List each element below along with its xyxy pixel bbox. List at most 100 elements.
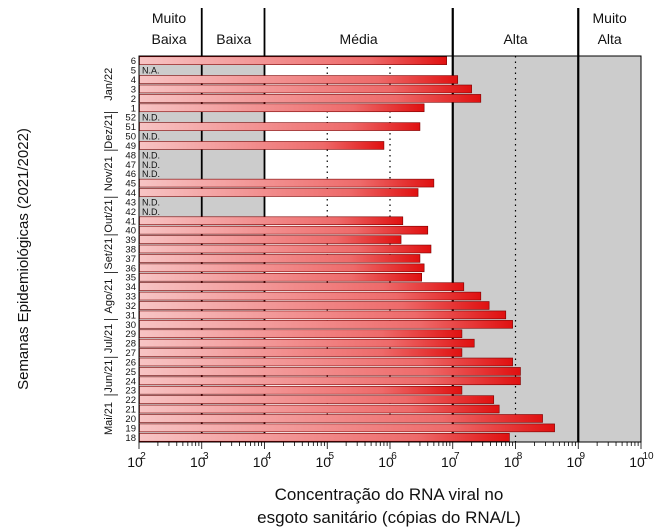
week-labels: 6543215251504948474645444342414039383736… [125,56,136,444]
x-tick-label-exp-2: 2 [140,451,146,462]
band-label-line2-1: Baixa [216,31,251,47]
week-label-42: 42 [125,207,136,218]
bar-22 [139,395,495,404]
week-label-2: 2 [131,94,136,105]
week-label-30: 30 [125,320,136,331]
band-4 [578,56,641,442]
week-label-1: 1 [131,103,136,114]
bar-19 [139,423,555,433]
week-label-22: 22 [125,395,136,406]
bar-36 [139,263,425,273]
week-label-18: 18 [125,433,136,444]
week-label-34: 34 [125,282,136,293]
bar-49 [139,141,385,150]
x-tick-label-exp-8: 8 [517,451,523,462]
week-label-27: 27 [125,348,136,359]
week-label-24: 24 [125,376,136,387]
bar-20 [139,414,543,423]
bar-29 [139,329,463,338]
band-label-line2-2: Média [340,31,378,47]
bar-26 [139,357,513,367]
week-label-5: 5 [131,66,136,77]
week-label-49: 49 [125,141,136,152]
x-tick-label-10: 10 [629,454,645,470]
x-tick-label-exp-9: 9 [579,451,585,462]
bar-1 [139,103,425,113]
week-label-36: 36 [125,263,136,274]
x-axis-label-line2: esgoto sanitário (cópias do RNA/L) [257,508,521,527]
month-label-5: Ago/21 [103,279,115,314]
bar-51 [139,122,421,131]
x-tick-label-exp-6: 6 [391,451,397,462]
week-label-21: 21 [125,405,136,416]
bar-39 [139,235,402,244]
x-axis-ticks [138,442,642,449]
bar-2 [139,94,482,103]
month-label-6: Jul/21 [103,324,115,353]
week-label-31: 31 [125,310,136,321]
bar-45 [139,178,435,188]
week-label-45: 45 [125,179,136,190]
bar-18 [139,433,510,442]
bar-note-5: N.A. [142,66,160,76]
bar-6 [139,56,447,65]
month-label-0: Jan/22 [103,68,115,101]
x-tick-label-3: 10 [190,454,206,470]
week-label-39: 39 [125,235,136,246]
week-label-38: 38 [125,245,136,256]
x-tick-label-4: 10 [253,454,269,470]
week-label-44: 44 [125,188,136,199]
month-label-3: Out/21 [103,200,115,233]
x-tick-label-exp-5: 5 [328,451,334,462]
week-label-48: 48 [125,150,136,161]
bar-note-43: N.D. [142,197,160,207]
x-tick-label-7: 10 [441,454,457,470]
week-label-40: 40 [125,226,136,237]
x-tick-label-8: 10 [504,454,520,470]
bar-note-46: N.D. [142,169,160,179]
bar-note-42: N.D. [142,207,160,217]
bar-note-50: N.D. [142,132,160,142]
band-label-line2-4: Alta [598,31,622,47]
x-tick-label-exp-4: 4 [266,451,272,462]
week-label-43: 43 [125,197,136,208]
week-label-19: 19 [125,423,136,434]
week-label-32: 32 [125,301,136,312]
bar-24 [139,376,521,386]
bar-44 [139,188,419,197]
bar-32 [139,301,490,310]
month-label-2: Nov/21 [103,156,115,191]
band-label-line2-0: Baixa [151,31,186,47]
month-label-7: Jun/21 [103,360,115,393]
bar-34 [139,282,465,291]
week-label-29: 29 [125,329,136,340]
bar-30 [139,320,513,329]
week-label-47: 47 [125,160,136,171]
month-labels: Jan/22 Dez/21 Nov/21 Out/21 Set/21 Ago/21 Jul/… [103,68,118,435]
week-label-28: 28 [125,339,136,350]
x-tick-label-exp-7: 7 [454,451,460,462]
bar-40 [139,225,429,235]
month-label-4: Set/21 [103,238,115,270]
week-label-50: 50 [125,132,136,143]
bar-33 [139,291,482,301]
bars: N.A.N.D.N.D.N.D.N.D.N.D.N.D.N.D. [139,56,555,442]
bar-23 [139,385,463,395]
week-label-20: 20 [125,414,136,425]
bar-41 [139,216,404,226]
x-tick-label-2: 10 [127,454,143,470]
week-label-25: 25 [125,367,136,378]
bar-37 [139,254,421,263]
week-label-23: 23 [125,386,136,397]
bar-25 [139,367,521,376]
x-tick-label-exp-3: 3 [203,451,209,462]
week-label-4: 4 [131,75,136,86]
bar-21 [139,404,500,414]
bar-28 [139,338,475,348]
band-label-line2-3: Alta [503,31,527,47]
month-label-8: Mai/21 [103,402,115,435]
week-label-35: 35 [125,273,136,284]
bar-3 [139,84,472,94]
